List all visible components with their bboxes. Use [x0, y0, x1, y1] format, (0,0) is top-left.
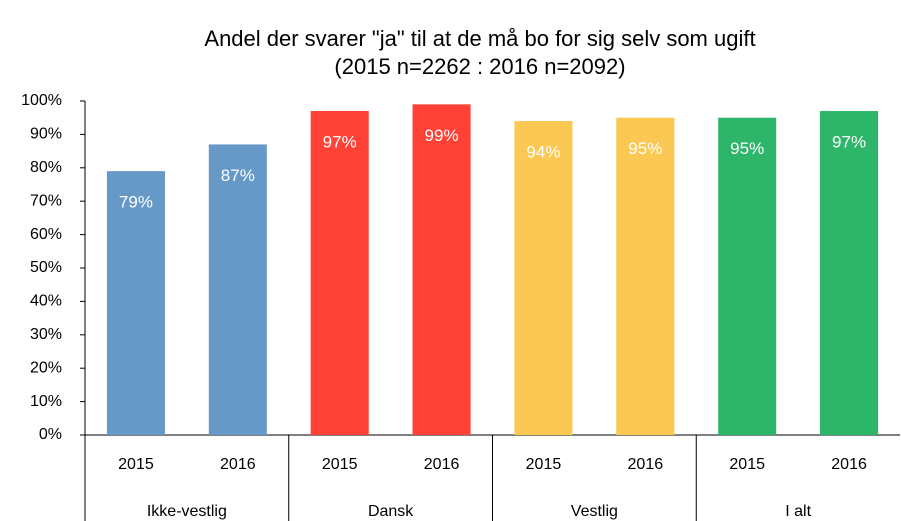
y-tick-label: 90%	[30, 126, 62, 143]
y-tick-label: 10%	[30, 393, 62, 410]
x-tick-label: 2015	[526, 456, 562, 473]
x-tick-label: 2015	[729, 456, 765, 473]
value-label: 95%	[628, 139, 662, 158]
value-label: 97%	[832, 133, 866, 152]
bar	[514, 121, 573, 435]
y-tick-label: 20%	[30, 359, 62, 376]
y-tick-label: 70%	[30, 192, 62, 209]
y-tick-label: 30%	[30, 326, 62, 343]
bar	[106, 171, 165, 435]
x-tick-label: 2016	[220, 456, 256, 473]
y-tick-label: 40%	[30, 293, 62, 310]
group-label: Dansk	[368, 503, 414, 520]
y-tick-label: 50%	[30, 259, 62, 276]
x-tick-label: 2015	[322, 456, 358, 473]
value-label: 95%	[730, 139, 764, 158]
value-label: 87%	[221, 166, 255, 185]
value-label: 97%	[323, 133, 357, 152]
group-label: Ikke-vestlig	[147, 503, 227, 520]
group-label: Vestlig	[571, 503, 618, 520]
value-label: 79%	[119, 193, 153, 212]
chart-title: Andel der svarer "ja" til at de må bo fo…	[204, 26, 755, 51]
group-label: I alt	[785, 503, 811, 520]
bar	[208, 144, 267, 436]
x-tick-label: 2016	[628, 456, 664, 473]
value-label: 94%	[526, 143, 560, 162]
bar	[412, 104, 471, 435]
bar	[718, 117, 777, 435]
y-tick-label: 0%	[39, 426, 62, 443]
value-label: 99%	[425, 126, 459, 145]
x-tick-label: 2016	[424, 456, 460, 473]
y-tick-label: 80%	[30, 159, 62, 176]
bar	[310, 111, 369, 436]
chart-subtitle: (2015 n=2262 : 2016 n=2092)	[334, 54, 625, 79]
y-tick-label: 100%	[21, 92, 62, 109]
x-tick-label: 2015	[118, 456, 154, 473]
x-tick-label: 2016	[831, 456, 867, 473]
bar	[820, 111, 879, 436]
y-tick-label: 60%	[30, 226, 62, 243]
bar	[616, 117, 675, 435]
